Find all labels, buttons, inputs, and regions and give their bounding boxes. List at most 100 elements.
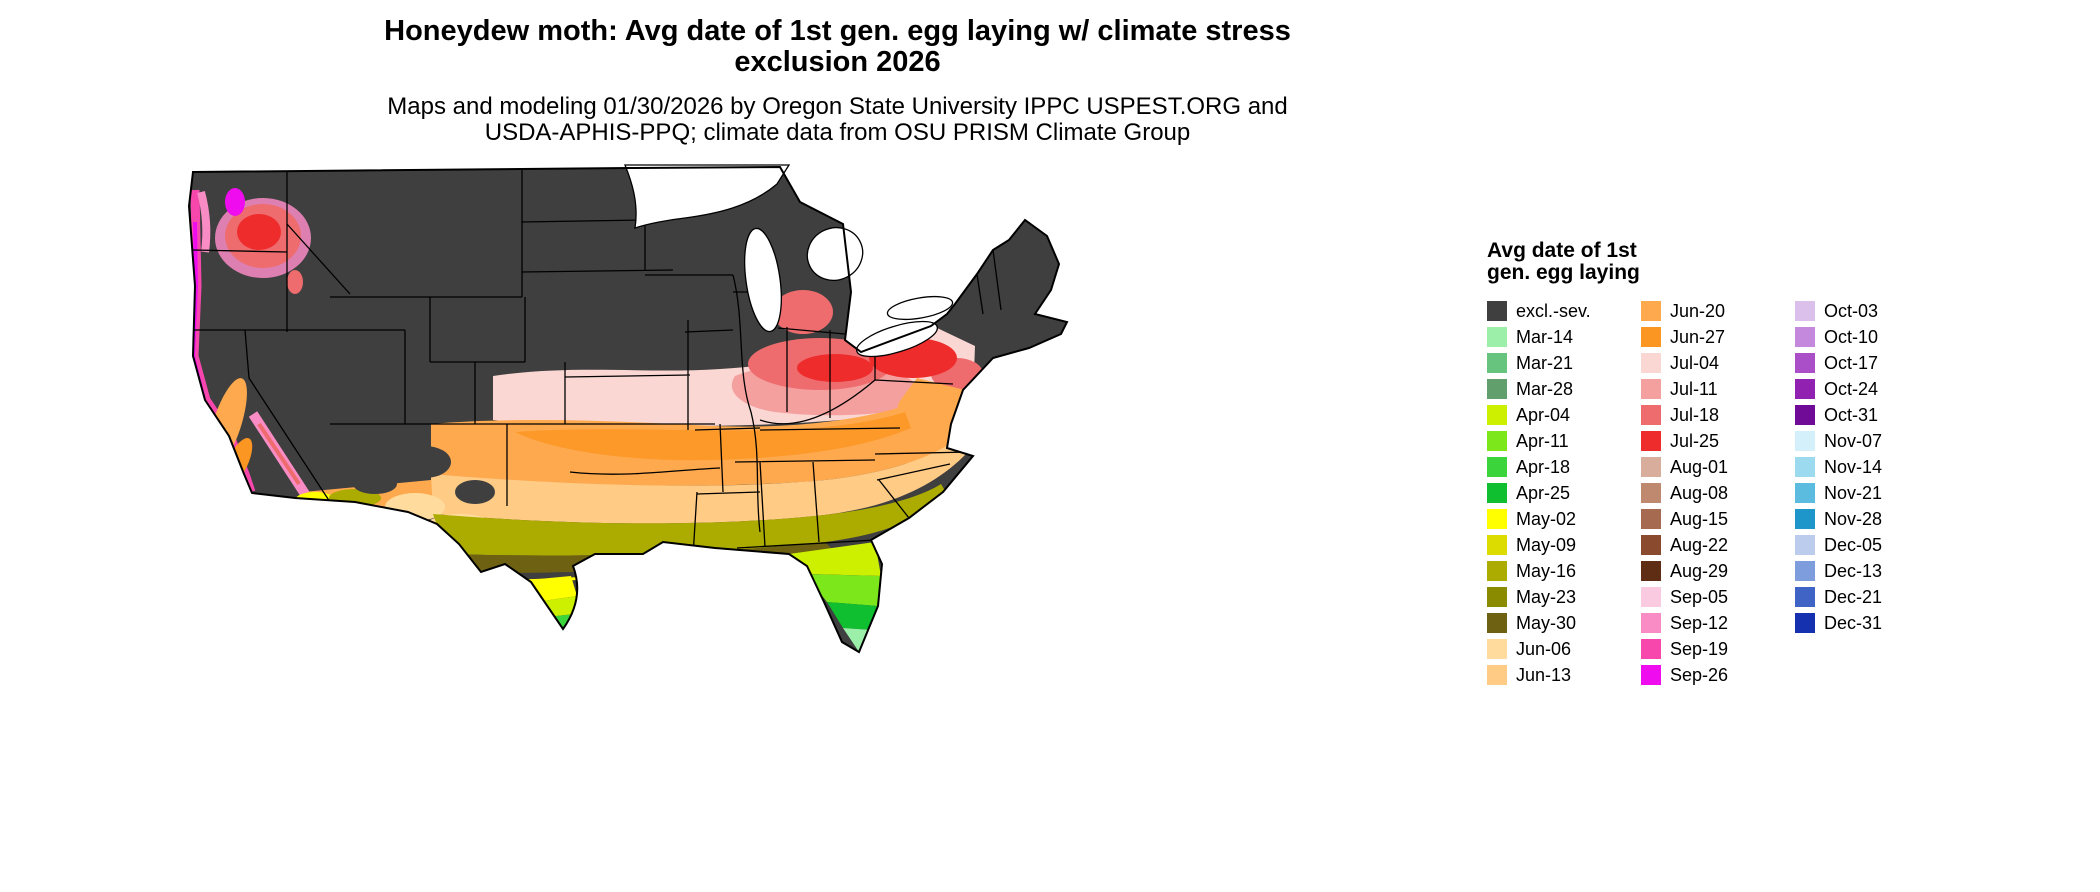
legend-label: Mar-28 xyxy=(1516,378,1574,399)
legend-item: Dec-21 xyxy=(1795,584,1949,610)
legend-swatch xyxy=(1641,483,1661,503)
legend-swatch xyxy=(1487,327,1507,347)
legend-label: Oct-10 xyxy=(1824,326,1879,347)
legend-label: Apr-11 xyxy=(1516,430,1569,451)
legend-label: Jul-18 xyxy=(1670,404,1720,425)
us-map-image xyxy=(187,164,1069,654)
legend-label: May-02 xyxy=(1516,508,1577,529)
page-subtitle: Maps and modeling 01/30/2026 by Oregon S… xyxy=(0,94,1675,146)
legend-swatch xyxy=(1795,327,1815,347)
legend-item: Sep-05 xyxy=(1641,584,1795,610)
legend-label: May-09 xyxy=(1516,534,1577,555)
legend-label: Oct-03 xyxy=(1824,300,1879,321)
legend-item: Sep-26 xyxy=(1641,662,1795,688)
legend-swatch xyxy=(1795,483,1815,503)
legend-swatch xyxy=(1487,561,1507,581)
legend-item: Nov-21 xyxy=(1795,480,1949,506)
legend-label: Apr-04 xyxy=(1516,404,1571,425)
legend-swatch xyxy=(1795,457,1815,477)
legend-item: Apr-04 xyxy=(1487,402,1641,428)
legend-columns: excl.-sev. Mar-14 Mar-21 Mar-28 Apr-04 Apr-11… xyxy=(1487,298,1967,688)
legend-swatch xyxy=(1487,587,1507,607)
legend-swatch xyxy=(1487,405,1507,425)
legend-item: May-16 xyxy=(1487,558,1641,584)
legend-item: Apr-18 xyxy=(1487,454,1641,480)
legend-swatch xyxy=(1487,379,1507,399)
legend-label: Jul-04 xyxy=(1670,352,1720,373)
legend-label: May-30 xyxy=(1516,612,1577,633)
legend-swatch xyxy=(1641,639,1661,659)
legend-label: Aug-29 xyxy=(1670,560,1729,581)
legend-item: Jun-06 xyxy=(1487,636,1641,662)
legend-label: Jul-25 xyxy=(1670,430,1720,451)
legend-label: Aug-08 xyxy=(1670,482,1729,503)
legend-swatch xyxy=(1795,301,1815,321)
legend-label: excl.-sev. xyxy=(1516,300,1591,321)
legend-title: Avg date of 1st gen. egg laying xyxy=(1487,240,1967,284)
legend-item: excl.-sev. xyxy=(1487,298,1641,324)
legend-column-2: Jun-20 Jun-27 Jul-04 Jul-11 Jul-18 Jul-25 Aug-… xyxy=(1641,298,1795,688)
legend-label: Jun-06 xyxy=(1516,638,1572,659)
legend-label: Apr-18 xyxy=(1516,456,1571,477)
legend-item: Aug-29 xyxy=(1641,558,1795,584)
legend-item: Jun-13 xyxy=(1487,662,1641,688)
legend-item: Jul-04 xyxy=(1641,350,1795,376)
legend-item: Dec-13 xyxy=(1795,558,1949,584)
legend-swatch xyxy=(1487,483,1507,503)
legend-swatch xyxy=(1487,353,1507,373)
legend-label: Oct-24 xyxy=(1824,378,1879,399)
legend-item: Oct-10 xyxy=(1795,324,1949,350)
legend-label: Oct-17 xyxy=(1824,352,1879,373)
title-line-1: Honeydew moth: Avg date of 1st gen. egg … xyxy=(384,15,1291,47)
legend-item: Oct-31 xyxy=(1795,402,1949,428)
legend-swatch xyxy=(1795,613,1815,633)
legend-label: Aug-22 xyxy=(1670,534,1729,555)
legend-item: May-09 xyxy=(1487,532,1641,558)
legend-swatch xyxy=(1795,535,1815,555)
legend-item: Sep-12 xyxy=(1641,610,1795,636)
legend-item: Dec-05 xyxy=(1795,532,1949,558)
legend-swatch xyxy=(1487,613,1507,633)
legend-item: Oct-24 xyxy=(1795,376,1949,402)
legend-item: Apr-25 xyxy=(1487,480,1641,506)
map-header: Honeydew moth: Avg date of 1st gen. egg … xyxy=(0,16,1675,146)
legend-label: Apr-25 xyxy=(1516,482,1571,503)
legend-swatch xyxy=(1487,665,1507,685)
legend-swatch xyxy=(1487,431,1507,451)
subtitle-line-2: USDA-APHIS-PPQ; climate data from OSU PR… xyxy=(484,119,1191,146)
legend-item: Mar-28 xyxy=(1487,376,1641,402)
legend-item: May-02 xyxy=(1487,506,1641,532)
us-map xyxy=(175,162,1085,662)
legend-swatch xyxy=(1641,535,1661,555)
legend-label: Mar-21 xyxy=(1516,352,1574,373)
legend-label: May-16 xyxy=(1516,560,1577,581)
legend-label: Mar-14 xyxy=(1516,326,1574,347)
legend-item: Oct-17 xyxy=(1795,350,1949,376)
legend-label: May-23 xyxy=(1516,586,1577,607)
legend-swatch xyxy=(1641,587,1661,607)
page-title: Honeydew moth: Avg date of 1st gen. egg … xyxy=(0,16,1675,78)
legend-label: Jul-11 xyxy=(1670,378,1718,399)
map-outline xyxy=(187,165,1069,654)
legend-item: Oct-03 xyxy=(1795,298,1949,324)
legend-swatch xyxy=(1487,509,1507,529)
legend-item: Jul-11 xyxy=(1641,376,1795,402)
legend-swatch xyxy=(1795,587,1815,607)
legend-label: Nov-14 xyxy=(1824,456,1883,477)
legend-item: Jul-18 xyxy=(1641,402,1795,428)
legend-title-line-1: Avg date of 1st xyxy=(1487,239,1637,262)
legend-swatch xyxy=(1487,639,1507,659)
legend-swatch xyxy=(1641,431,1661,451)
legend-label: Jun-27 xyxy=(1670,326,1726,347)
legend-swatch xyxy=(1641,613,1661,633)
legend-label: Aug-01 xyxy=(1670,456,1729,477)
legend-item: Aug-22 xyxy=(1641,532,1795,558)
legend-label: Jun-13 xyxy=(1516,664,1572,685)
legend-label: Jun-20 xyxy=(1670,300,1726,321)
legend-label: Dec-21 xyxy=(1824,586,1883,607)
legend-swatch xyxy=(1795,379,1815,399)
legend-item: Aug-08 xyxy=(1641,480,1795,506)
legend-label: Nov-21 xyxy=(1824,482,1883,503)
legend-label: Dec-05 xyxy=(1824,534,1883,555)
